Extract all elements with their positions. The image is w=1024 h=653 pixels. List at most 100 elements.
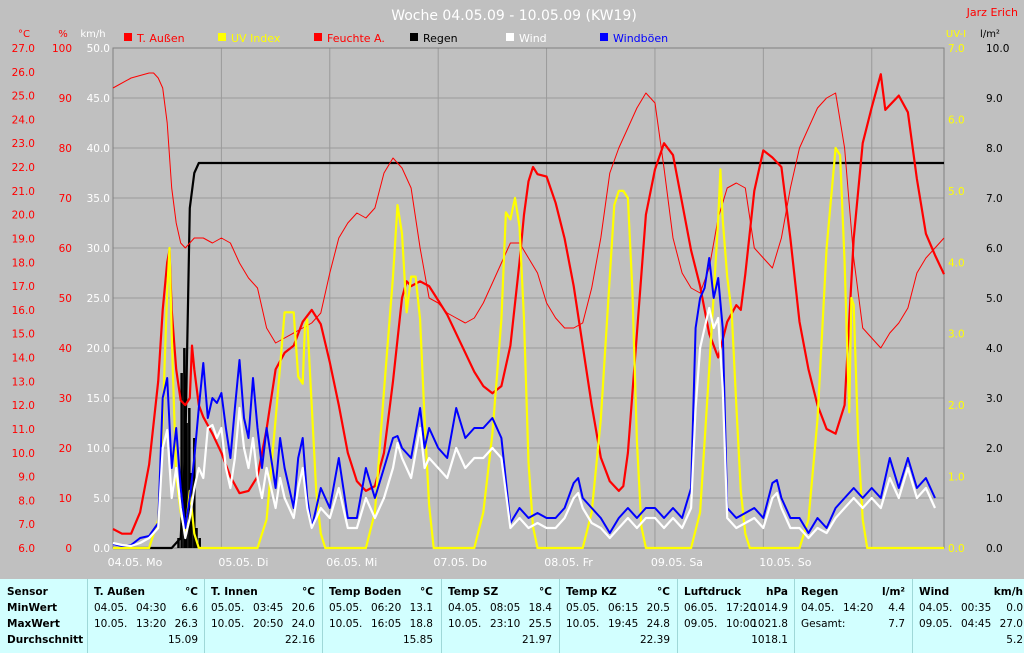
avg-value: 22.39 bbox=[639, 634, 670, 646]
tick-uv: 2.0 bbox=[948, 400, 965, 412]
column-separator bbox=[441, 579, 442, 653]
tick-temp: 23.0 bbox=[12, 138, 35, 150]
legend-swatch bbox=[410, 33, 418, 41]
tick-day: 10.05. So bbox=[759, 556, 811, 569]
max-time: 20:50 bbox=[253, 618, 284, 630]
column-separator bbox=[794, 579, 795, 653]
tick-rain: 5.0 bbox=[986, 293, 1003, 305]
tick-rain: 8.0 bbox=[986, 143, 1003, 155]
column-unit: hPa bbox=[766, 586, 788, 598]
tick-temp: 27.0 bbox=[12, 43, 35, 55]
column-header: T. Innen bbox=[211, 586, 258, 598]
row-label: Sensor bbox=[7, 586, 48, 598]
max-time: 19:45 bbox=[608, 618, 639, 630]
unit-wind: km/h bbox=[80, 29, 105, 40]
min-date: 04.05. bbox=[94, 602, 128, 614]
tick-uv: 7.0 bbox=[948, 43, 965, 55]
tick-rain: 4.0 bbox=[986, 343, 1003, 355]
tick-uv: 3.0 bbox=[948, 329, 965, 341]
min-time: 17:20 bbox=[726, 602, 757, 614]
min-time: 06:15 bbox=[608, 602, 639, 614]
max-value: 18.8 bbox=[409, 618, 433, 630]
tick-uv: 0.0 bbox=[948, 543, 965, 555]
legend-swatch bbox=[218, 33, 226, 41]
max-value: 24.8 bbox=[646, 618, 670, 630]
tick-rain: 2.0 bbox=[986, 443, 1003, 455]
tick-day: 07.05. Do bbox=[433, 556, 487, 569]
tick-rain: 1.0 bbox=[986, 493, 1003, 505]
tick-wind: 35.0 bbox=[87, 193, 110, 205]
min-time: 06:20 bbox=[371, 602, 402, 614]
column-unit: km/h bbox=[993, 586, 1023, 598]
column-unit: l/m² bbox=[882, 586, 905, 598]
column-header: Temp SZ bbox=[448, 586, 499, 598]
tick-rain: 0.0 bbox=[986, 543, 1003, 555]
min-date: 05.05. bbox=[566, 602, 600, 614]
legend-label: Feuchte A. bbox=[327, 32, 385, 45]
tick-temp: 10.0 bbox=[12, 448, 35, 460]
max-value: 1021.8 bbox=[751, 618, 788, 630]
tick-day: 06.05. Mi bbox=[326, 556, 377, 569]
series-line-windböen bbox=[112, 257, 936, 547]
tick-wind: 15.0 bbox=[87, 393, 110, 405]
tick-wind: 20.0 bbox=[87, 343, 110, 355]
tick-rain: 7.0 bbox=[986, 193, 1003, 205]
min-value: 20.6 bbox=[291, 602, 315, 614]
tick-temp: 25.0 bbox=[12, 91, 35, 103]
max-time: 23:10 bbox=[490, 618, 521, 630]
min-value: 18.4 bbox=[528, 602, 552, 614]
avg-value: 5.2 bbox=[1006, 634, 1023, 646]
max-date: 10.05. bbox=[566, 618, 600, 630]
min-time: 00:35 bbox=[961, 602, 992, 614]
legend-label: T. Außen bbox=[136, 32, 185, 45]
series-line-t-außen bbox=[112, 73, 945, 535]
min-date: 04.05. bbox=[919, 602, 953, 614]
legend-swatch bbox=[124, 33, 132, 41]
row-label: MinWert bbox=[7, 602, 58, 614]
tick-wind: 25.0 bbox=[87, 293, 110, 305]
max-date: 10.05. bbox=[211, 618, 245, 630]
min-date: 05.05. bbox=[211, 602, 245, 614]
max-time: 13:20 bbox=[136, 618, 167, 630]
series-line-regen bbox=[113, 161, 944, 550]
tick-humidity: 20 bbox=[59, 443, 72, 455]
max-value: 25.5 bbox=[528, 618, 552, 630]
column-separator bbox=[204, 579, 205, 653]
max-date: 10.05. bbox=[448, 618, 482, 630]
column-separator bbox=[559, 579, 560, 653]
tick-wind: 5.0 bbox=[93, 493, 110, 505]
max-date: 10.05. bbox=[329, 618, 363, 630]
tick-temp: 15.0 bbox=[12, 329, 35, 341]
tick-temp: 26.0 bbox=[12, 67, 35, 79]
tick-day: 08.05. Fr bbox=[544, 556, 593, 569]
tick-humidity: 0 bbox=[65, 543, 72, 555]
legend-swatch bbox=[506, 33, 514, 41]
max-value: 7.7 bbox=[888, 618, 905, 630]
min-value: 20.5 bbox=[646, 602, 670, 614]
tick-humidity: 70 bbox=[59, 193, 72, 205]
column-separator bbox=[912, 579, 913, 653]
tick-humidity: 50 bbox=[59, 293, 72, 305]
max-time: 04:45 bbox=[961, 618, 992, 630]
legend-swatch bbox=[314, 33, 322, 41]
min-date: 04.05. bbox=[801, 602, 835, 614]
tick-day: 05.05. Di bbox=[218, 556, 268, 569]
plot-frame bbox=[112, 47, 945, 549]
unit-temp: °C bbox=[18, 29, 30, 40]
column-unit: °C bbox=[302, 586, 315, 598]
max-value: 27.0 bbox=[999, 618, 1023, 630]
min-value: 13.1 bbox=[409, 602, 433, 614]
tick-wind: 30.0 bbox=[87, 243, 110, 255]
grid bbox=[112, 47, 945, 549]
min-time: 14:20 bbox=[843, 602, 874, 614]
min-value: 4.4 bbox=[888, 602, 905, 614]
column-header: Wind bbox=[919, 586, 950, 598]
avg-value: 15.85 bbox=[402, 634, 433, 646]
column-separator bbox=[322, 579, 323, 653]
tick-humidity: 10 bbox=[59, 493, 72, 505]
min-time: 03:45 bbox=[253, 602, 284, 614]
stats-table: Sensor MinWert MaxWert Durchschnitt T. Außen… bbox=[0, 579, 1024, 653]
legend-label: Windböen bbox=[613, 32, 668, 45]
tick-rain: 10.0 bbox=[986, 43, 1009, 55]
min-date: 06.05. bbox=[684, 602, 718, 614]
